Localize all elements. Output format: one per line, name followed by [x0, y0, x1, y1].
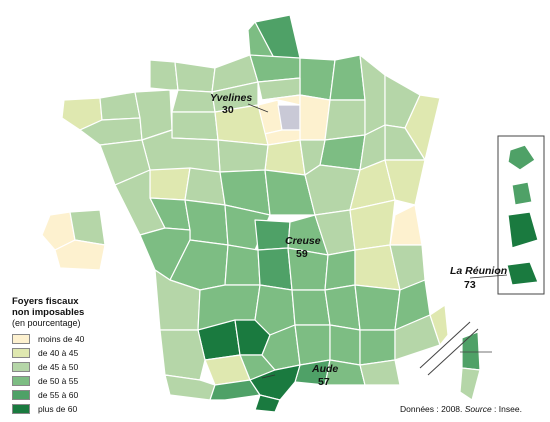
- dept-alpes-maritimes: [429, 304, 449, 346]
- legend-row: de 45 à 50: [12, 360, 162, 374]
- legend-swatch: [12, 376, 30, 386]
- dept-pyr-atlantiques: [164, 374, 216, 401]
- dept-guadeloupe: [507, 144, 536, 171]
- dept-ile-west-3: [54, 239, 106, 271]
- legend-swatch: [12, 362, 30, 372]
- dept-var: [359, 359, 401, 386]
- callout-reunion-value: 73: [464, 279, 476, 291]
- dept-maine-loire: [149, 167, 191, 201]
- aude-leader: [261, 374, 276, 379]
- legend-label: moins de 40: [38, 334, 85, 344]
- dept-haute-vienne: [224, 244, 261, 286]
- dept-loire: [324, 249, 356, 291]
- source-note: Données : 2008. Source : Insee.: [400, 404, 522, 414]
- dept-manche: [149, 59, 179, 91]
- dept-hautes-pyrenees: [209, 379, 261, 401]
- legend-row: moins de 40: [12, 332, 162, 346]
- dept-martinique: [511, 181, 533, 206]
- legend-label: de 50 à 55: [38, 376, 79, 386]
- yvelines-leader: [247, 103, 269, 113]
- dept-paris: [277, 104, 301, 131]
- source-label: Source: [464, 404, 492, 414]
- callout-aude-name: Aude: [312, 363, 339, 375]
- source-suffix: : Insee.: [491, 404, 522, 414]
- dept-aisne: [299, 57, 336, 101]
- dept-gard: [329, 324, 361, 366]
- legend-title-line1: Foyers fiscaux: [12, 296, 79, 307]
- legend-row: de 40 à 45: [12, 346, 162, 360]
- legend-label: de 40 à 45: [38, 348, 79, 358]
- legend-classes: moins de 40 de 40 à 45 de 45 à 50 de 50 …: [12, 332, 162, 416]
- dept-ardeche: [324, 284, 361, 331]
- legend-label: plus de 60: [38, 404, 78, 414]
- corsica-divider: [419, 321, 471, 369]
- dept-lozere: [294, 324, 331, 366]
- dept-ardennes: [329, 54, 366, 101]
- legend-row: de 50 à 55: [12, 374, 162, 388]
- dept-loiret: [264, 139, 306, 176]
- dept-sarthe: [171, 111, 219, 141]
- dept-correze: [257, 247, 293, 291]
- legend-swatch: [12, 348, 30, 358]
- legend-title-line2: non imposables: [12, 307, 85, 318]
- dept-vienne: [184, 199, 229, 246]
- dept-calvados: [174, 61, 216, 93]
- dept-haute-loire: [291, 289, 331, 326]
- legend-label: de 55 à 60: [38, 390, 79, 400]
- dept-la-reunion: [506, 261, 539, 286]
- legend-swatch: [12, 390, 30, 400]
- dept-pyrenees-or: [254, 394, 281, 413]
- callout-yvelines-name: Yvelines: [210, 92, 253, 104]
- legend-swatch: [12, 404, 30, 414]
- dept-cotes-armor: [99, 91, 141, 121]
- legend-swatch: [12, 334, 30, 344]
- source-prefix: Données : 2008.: [400, 404, 465, 414]
- dom-inset-frame: [497, 135, 545, 295]
- legend: Foyers fiscaux non imposables (en pource…: [12, 296, 162, 416]
- dept-corse-du-sud: [459, 367, 481, 401]
- dept-puy-dome: [287, 247, 329, 291]
- dept-marne: [324, 99, 366, 141]
- callout-creuse-value: 59: [296, 248, 308, 260]
- callout-creuse-name: Creuse: [285, 235, 321, 247]
- dept-haute-corse: [461, 331, 481, 371]
- dept-indre-loire: [184, 167, 226, 206]
- dept-orne: [171, 89, 216, 113]
- legend-subtitle: (en pourcentage): [12, 318, 81, 328]
- callout-aude-value: 57: [318, 376, 330, 388]
- dept-vaucluse: [359, 329, 396, 366]
- legend-row: de 55 à 60: [12, 388, 162, 402]
- dept-guyane: [507, 211, 539, 249]
- reunion-leader: [469, 274, 508, 279]
- dept-landes: [159, 329, 206, 381]
- legend-label: de 45 à 50: [38, 362, 79, 372]
- callout-reunion-name: La Réunion: [450, 265, 508, 277]
- dept-ille-vilaine: [134, 89, 173, 141]
- dept-haute-savoie: [389, 204, 423, 246]
- dept-aube: [319, 134, 366, 171]
- dept-drome: [354, 284, 401, 331]
- legend-row: plus de 60: [12, 402, 162, 416]
- callout-yvelines-value: 30: [222, 104, 234, 116]
- corsica-divider-2: [427, 328, 479, 376]
- dept-somme: [249, 54, 301, 83]
- dept-loir-cher: [217, 139, 269, 173]
